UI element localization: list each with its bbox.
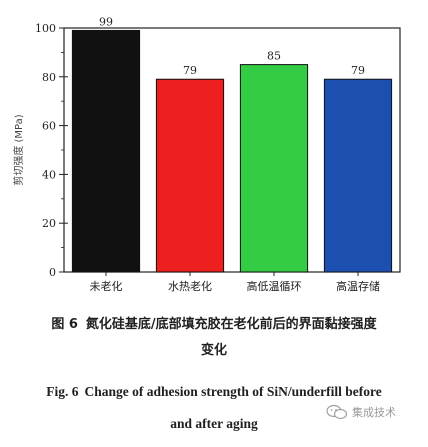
y-tick-label: 100 (35, 22, 56, 35)
bar-data-label: 79 (351, 64, 365, 77)
caption-cn-line2: 变化 (200, 343, 227, 358)
bar (323, 78, 393, 273)
caption-en-line1: Fig. 6 Change of adhesion strength of SiN… (0, 376, 428, 408)
bar-data-label: 99 (99, 15, 113, 28)
y-tick-label: 0 (49, 266, 56, 279)
bar-data-label: 85 (267, 50, 281, 63)
bar-chart: 0 20 40 60 80 100 剪切强度 (MPa) 99 未老化 79 水热老化 85 高低温循环… (12, 15, 401, 293)
watermark-text: 集成技术 (352, 406, 396, 419)
bar-data-label: 79 (183, 64, 197, 77)
watermark: 集成技术 (326, 404, 396, 420)
bar (155, 78, 225, 273)
figure-caption-english: Fig. 6 Change of adhesion strength of SiN… (0, 376, 428, 440)
caption-cn-figure-number: 图 6 (51, 317, 78, 332)
caption-cn-text: 氮化硅基底/底部填充胶在老化前后的界面黏接强度 (85, 317, 377, 332)
x-category-label: 未老化 (90, 279, 123, 293)
x-category-label: 高低温循环 (247, 279, 302, 293)
bar (239, 64, 309, 273)
x-category-label: 高温存储 (336, 279, 380, 293)
y-tick-label: 20 (42, 217, 56, 230)
caption-en-text: Change of adhesion strength of SiN/under… (84, 384, 382, 399)
wechat-icon (326, 404, 348, 420)
caption-en-line2: and after aging (170, 416, 258, 431)
y-tick-label: 60 (42, 120, 56, 133)
chart-svg: 0 20 40 60 80 100 剪切强度 (MPa) 99 未老化 79 水热老化 85 高低温循环… (12, 15, 401, 293)
x-category-label: 水热老化 (168, 279, 212, 293)
y-tick-label: 40 (42, 168, 56, 181)
caption-cn-line1: 图 6 氮化硅基底/底部填充胶在老化前后的界面黏接强度 (0, 312, 428, 338)
bar (71, 29, 141, 273)
y-tick-label: 80 (42, 71, 56, 84)
figure-caption-chinese: 图 6 氮化硅基底/底部填充胶在老化前后的界面黏接强度 变化 (0, 312, 428, 364)
caption-en-figure-number: Fig. 6 (46, 384, 79, 399)
y-axis-title: 剪切强度 (MPa) (12, 114, 25, 185)
